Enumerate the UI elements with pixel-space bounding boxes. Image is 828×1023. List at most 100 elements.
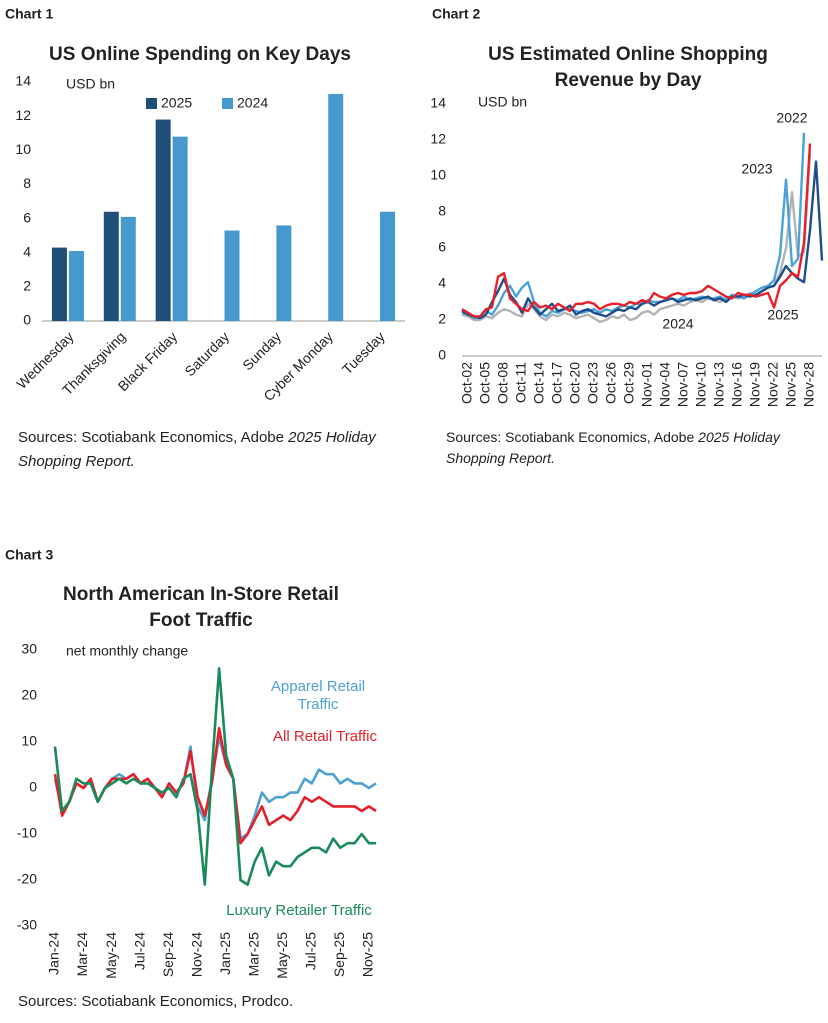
series-line	[461, 143, 812, 318]
y-tick-label: 12	[15, 107, 31, 123]
bar	[328, 93, 344, 321]
bar	[224, 230, 240, 321]
x-tick-label: May-25	[274, 932, 290, 979]
y-tick-label: 0	[438, 347, 446, 363]
y-axis-label: net monthly change	[66, 643, 188, 659]
y-tick-label: 0	[29, 779, 37, 795]
y-tick-label: 20	[21, 687, 37, 703]
x-tick-label: Sep-24	[160, 932, 176, 977]
x-tick-label: Mar-25	[245, 932, 261, 977]
x-tick-label: Oct-17	[549, 362, 565, 404]
bar	[51, 247, 67, 321]
bar	[155, 119, 171, 321]
series-label: Apparel Retail Traffic	[270, 678, 366, 713]
bar	[68, 251, 84, 321]
chart-title: US Estimated Online Shopping Revenue by …	[488, 44, 768, 91]
series-line	[53, 667, 376, 886]
series-label: 2023	[741, 161, 772, 177]
x-tick-label: Jul-24	[131, 932, 147, 970]
x-tick-label: Sunday	[239, 328, 284, 373]
chart-title: US Online Spending on Key Days	[49, 44, 351, 65]
sources-text: Sources: Scotiabank Economics, Prodco.	[18, 993, 294, 1010]
y-tick-label: 8	[23, 175, 31, 191]
chart-title: North American In-Store Retail Foot Traf…	[63, 584, 339, 631]
x-tick-label: Nov-13	[711, 362, 727, 407]
y-tick-label: 2	[438, 311, 446, 327]
y-tick-label: 30	[21, 641, 37, 657]
x-tick-label: Oct-11	[513, 362, 529, 403]
chart-label: Chart 2	[432, 6, 480, 22]
x-tick-label: Nov-24	[188, 932, 204, 977]
y-tick-label: 10	[21, 733, 37, 749]
chart-label: Chart 1	[5, 6, 53, 22]
x-tick-label: Nov-28	[801, 362, 817, 407]
y-tick-label: 2	[23, 278, 31, 294]
x-tick-label: Oct-29	[621, 362, 637, 404]
y-tick-label: 14	[15, 73, 31, 89]
x-tick-label: Nov-25	[783, 362, 799, 407]
sources: Sources: Scotiabank Economics, Prodco.	[18, 993, 438, 1010]
y-tick-label: 6	[23, 209, 31, 225]
x-tick-label: Jan-25	[217, 932, 233, 975]
x-tick-label: Nov-16	[729, 362, 745, 407]
x-tick-label: Jan-24	[46, 932, 62, 975]
y-tick-label: 12	[430, 131, 446, 147]
bar	[120, 216, 136, 321]
legend-label: 2024	[237, 95, 268, 111]
y-axis-label: USD bn	[478, 94, 527, 110]
x-tick-label: Nov-01	[639, 362, 655, 407]
x-tick-label: Oct-14	[531, 362, 547, 404]
x-tick-label: Jul-25	[303, 932, 319, 970]
x-tick-label: Oct-20	[567, 362, 583, 404]
series-label: 2025	[767, 307, 798, 323]
x-tick-label: Mar-24	[74, 932, 90, 977]
x-tick-label: Oct-05	[477, 362, 493, 404]
x-tick-label: Nov-19	[747, 362, 763, 407]
x-tick-label: Nov-07	[675, 362, 691, 407]
series-label: Luxury Retailer Traffic	[226, 902, 372, 919]
y-tick-label: 8	[438, 203, 446, 219]
y-tick-label: 4	[438, 275, 446, 291]
bar	[276, 225, 292, 321]
x-tick-label: May-24	[103, 932, 119, 979]
y-tick-label: 14	[430, 95, 446, 111]
bar	[172, 136, 188, 321]
y-tick-label: 6	[438, 239, 446, 255]
series-label: 2022	[776, 110, 807, 126]
series-line	[461, 160, 824, 320]
y-tick-label: -20	[17, 871, 37, 887]
sources: Sources: Scotiabank Economics, Adobe 202…	[18, 426, 403, 474]
x-tick-label: Nov-22	[765, 362, 781, 407]
x-tick-label: Sep-25	[331, 932, 347, 977]
x-tick-label: Nov-10	[693, 362, 709, 407]
series-line	[53, 726, 377, 845]
x-tick-label: Oct-26	[603, 362, 619, 404]
x-tick-label: Oct-23	[585, 362, 601, 404]
legend-swatch	[146, 98, 157, 109]
x-tick-label: Oct-02	[459, 362, 475, 404]
sources-italic: 2025 Holiday Shopping Report.	[446, 429, 780, 466]
y-tick-label: 10	[430, 167, 446, 183]
sources-text: Sources: Scotiabank Economics, Adobe	[18, 429, 289, 446]
x-tick-label: Tuesday	[339, 328, 388, 377]
sources-text: Sources: Scotiabank Economics, Adobe	[446, 429, 699, 445]
x-tick-label: Nov-04	[657, 362, 673, 407]
x-tick-label: Nov-25	[360, 932, 376, 977]
y-tick-label: 4	[23, 243, 31, 259]
x-tick-label: Oct-08	[495, 362, 511, 404]
legend-label: 2025	[161, 95, 192, 111]
y-tick-label: 0	[23, 312, 31, 328]
sources: Sources: Scotiabank Economics, Adobe 202…	[446, 427, 806, 469]
y-axis-label: USD bn	[66, 76, 115, 92]
bar	[103, 211, 119, 321]
series-label: 2024	[662, 316, 693, 332]
legend-swatch	[222, 98, 233, 109]
x-tick-label: Saturday	[181, 328, 232, 379]
y-tick-label: -10	[17, 825, 37, 841]
bar	[380, 211, 396, 321]
chart-label: Chart 3	[5, 547, 53, 563]
series-label: All Retail Traffic	[273, 728, 377, 745]
sources-italic: 2025 Holiday Shopping Report.	[18, 429, 376, 470]
